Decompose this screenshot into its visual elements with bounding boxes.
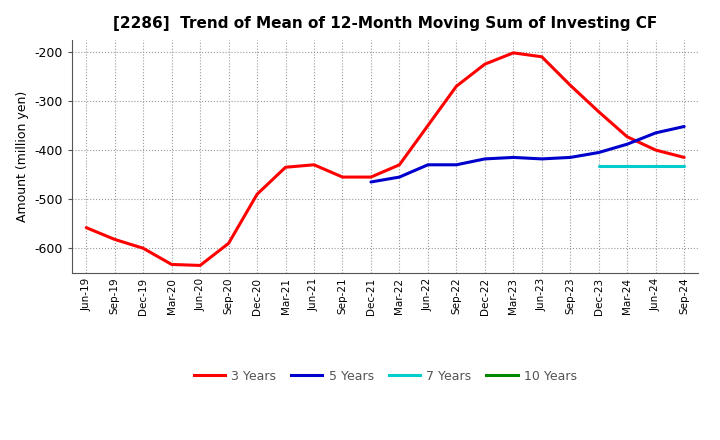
- 5 Years: [480, 156, 489, 161]
- 3 Years: [366, 174, 375, 180]
- 3 Years: [253, 191, 261, 197]
- 3 Years: [282, 165, 290, 170]
- 5 Years: [537, 156, 546, 161]
- 5 Years: [423, 162, 432, 168]
- 3 Years: [82, 225, 91, 230]
- 5 Years: [595, 150, 603, 155]
- 5 Years: [680, 124, 688, 129]
- 3 Years: [310, 162, 318, 168]
- 3 Years: [167, 262, 176, 267]
- 3 Years: [110, 237, 119, 242]
- 5 Years: [452, 162, 461, 168]
- 5 Years: [623, 142, 631, 147]
- 5 Years: [652, 130, 660, 136]
- 3 Years: [566, 83, 575, 88]
- 3 Years: [537, 54, 546, 59]
- 3 Years: [139, 246, 148, 251]
- Line: 3 Years: 3 Years: [86, 53, 684, 265]
- Title: [2286]  Trend of Mean of 12-Month Moving Sum of Investing CF: [2286] Trend of Mean of 12-Month Moving …: [113, 16, 657, 32]
- Y-axis label: Amount (million yen): Amount (million yen): [16, 91, 29, 222]
- Line: 5 Years: 5 Years: [371, 126, 684, 182]
- 3 Years: [480, 62, 489, 67]
- 7 Years: [680, 163, 688, 169]
- 3 Years: [652, 147, 660, 153]
- 5 Years: [366, 180, 375, 185]
- 3 Years: [395, 162, 404, 168]
- 3 Years: [338, 174, 347, 180]
- 3 Years: [196, 263, 204, 268]
- 3 Years: [595, 109, 603, 114]
- 3 Years: [452, 84, 461, 89]
- 3 Years: [680, 155, 688, 160]
- 5 Years: [395, 174, 404, 180]
- Legend: 3 Years, 5 Years, 7 Years, 10 Years: 3 Years, 5 Years, 7 Years, 10 Years: [189, 365, 582, 388]
- 3 Years: [225, 241, 233, 246]
- 7 Years: [595, 163, 603, 169]
- 3 Years: [423, 123, 432, 128]
- 7 Years: [623, 163, 631, 169]
- 7 Years: [652, 163, 660, 169]
- 5 Years: [566, 155, 575, 160]
- 3 Years: [623, 134, 631, 139]
- 3 Years: [509, 50, 518, 55]
- 5 Years: [509, 155, 518, 160]
